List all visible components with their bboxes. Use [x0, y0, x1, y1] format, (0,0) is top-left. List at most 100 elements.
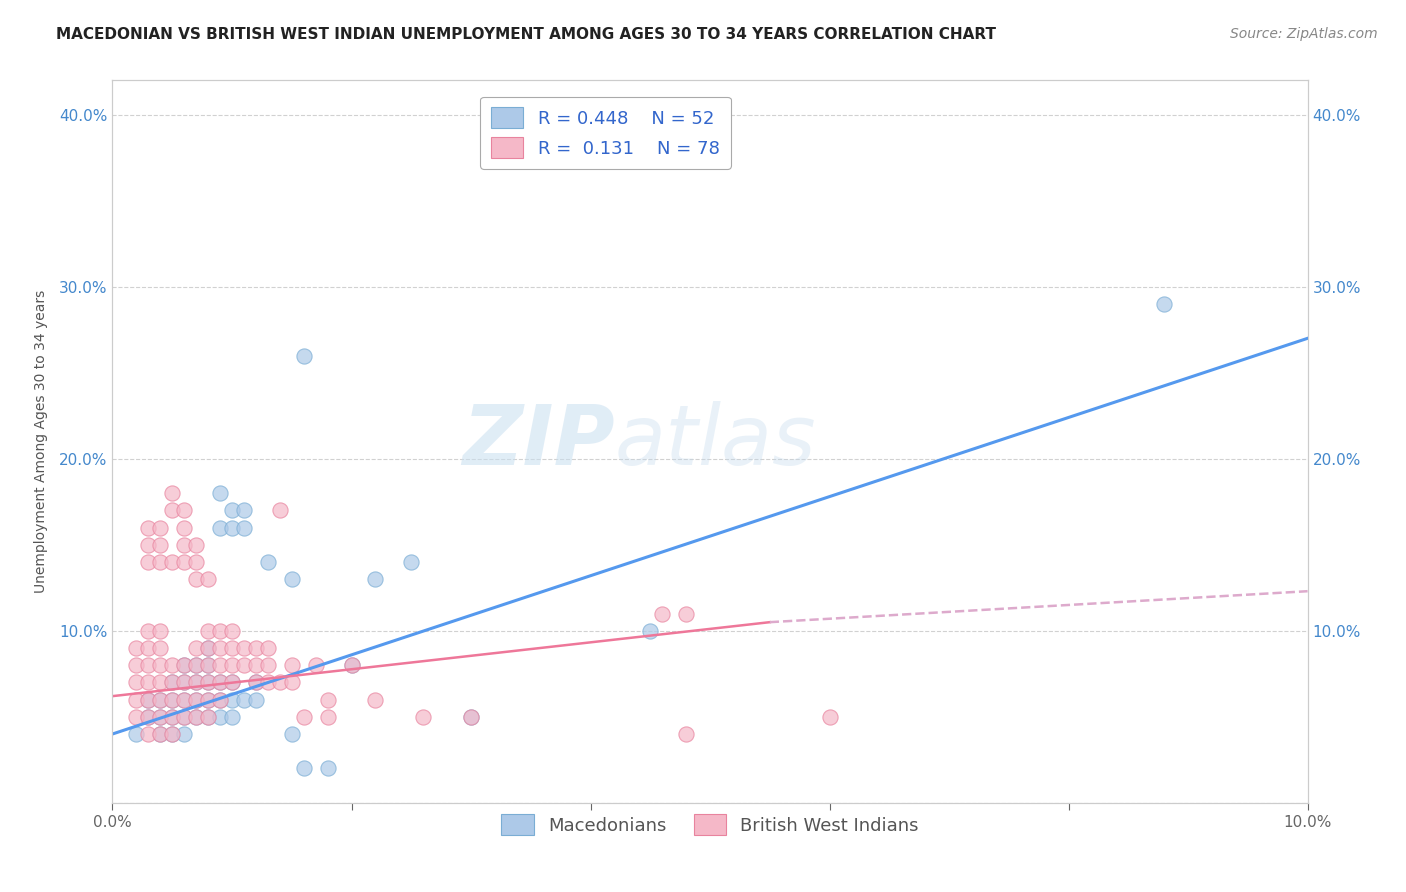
Point: [173, 692, 195, 706]
Point: [197, 710, 219, 724]
Point: [209, 658, 232, 673]
Point: [138, 658, 160, 673]
Point: [149, 710, 172, 724]
Point: [364, 692, 387, 706]
Point: [209, 675, 232, 690]
Point: [125, 658, 148, 673]
Point: [245, 675, 267, 690]
Text: atlas: atlas: [614, 401, 815, 482]
Point: [186, 658, 208, 673]
Point: [162, 675, 183, 690]
Point: [186, 675, 208, 690]
Point: [162, 692, 183, 706]
Point: [138, 710, 160, 724]
Point: [209, 692, 232, 706]
Point: [138, 555, 160, 569]
Point: [173, 675, 195, 690]
Point: [138, 692, 160, 706]
Point: [162, 710, 183, 724]
Point: [149, 520, 172, 534]
Point: [340, 658, 363, 673]
Point: [197, 675, 219, 690]
Point: [173, 658, 195, 673]
Point: [233, 658, 256, 673]
Point: [675, 607, 697, 621]
Point: [340, 658, 363, 673]
Point: [221, 640, 243, 655]
Point: [149, 538, 172, 552]
Point: [245, 658, 267, 673]
Point: [197, 692, 219, 706]
Point: [640, 624, 662, 638]
Point: [186, 538, 208, 552]
Point: [162, 727, 183, 741]
Point: [245, 675, 267, 690]
Point: [197, 658, 219, 673]
Point: [209, 624, 232, 638]
Point: [269, 503, 291, 517]
Point: [292, 761, 315, 775]
Point: [401, 555, 423, 569]
Point: [221, 692, 243, 706]
Point: [138, 675, 160, 690]
Point: [221, 520, 243, 534]
Point: [149, 658, 172, 673]
Point: [257, 640, 280, 655]
Point: [197, 658, 219, 673]
Point: [173, 538, 195, 552]
Point: [138, 727, 160, 741]
Point: [412, 710, 434, 724]
Point: [186, 692, 208, 706]
Point: [221, 675, 243, 690]
Point: [209, 710, 232, 724]
Point: [138, 692, 160, 706]
Point: [162, 555, 183, 569]
Point: [292, 710, 315, 724]
Point: [173, 658, 195, 673]
Point: [460, 710, 482, 724]
Point: [292, 349, 315, 363]
Text: Source: ZipAtlas.com: Source: ZipAtlas.com: [1230, 27, 1378, 41]
Point: [186, 572, 208, 586]
Point: [125, 710, 148, 724]
Point: [233, 640, 256, 655]
Y-axis label: Unemployment Among Ages 30 to 34 years: Unemployment Among Ages 30 to 34 years: [34, 290, 48, 593]
Point: [173, 710, 195, 724]
Point: [233, 520, 256, 534]
Point: [197, 640, 219, 655]
Point: [651, 607, 673, 621]
Text: ZIP: ZIP: [461, 401, 614, 482]
Point: [209, 520, 232, 534]
Point: [221, 624, 243, 638]
Point: [197, 675, 219, 690]
Point: [675, 727, 697, 741]
Point: [138, 520, 160, 534]
Point: [125, 640, 148, 655]
Point: [186, 658, 208, 673]
Point: [186, 710, 208, 724]
Point: [197, 640, 219, 655]
Point: [186, 640, 208, 655]
Point: [162, 675, 183, 690]
Point: [1153, 297, 1175, 311]
Point: [149, 710, 172, 724]
Point: [173, 692, 195, 706]
Point: [197, 692, 219, 706]
Text: MACEDONIAN VS BRITISH WEST INDIAN UNEMPLOYMENT AMONG AGES 30 TO 34 YEARS CORRELA: MACEDONIAN VS BRITISH WEST INDIAN UNEMPL…: [56, 27, 997, 42]
Point: [209, 675, 232, 690]
Point: [460, 710, 482, 724]
Point: [257, 658, 280, 673]
Point: [162, 710, 183, 724]
Point: [245, 692, 267, 706]
Point: [316, 710, 339, 724]
Point: [233, 503, 256, 517]
Point: [149, 692, 172, 706]
Point: [221, 503, 243, 517]
Point: [149, 692, 172, 706]
Point: [305, 658, 328, 673]
Point: [173, 727, 195, 741]
Point: [149, 727, 172, 741]
Point: [173, 675, 195, 690]
Point: [257, 675, 280, 690]
Point: [197, 572, 219, 586]
